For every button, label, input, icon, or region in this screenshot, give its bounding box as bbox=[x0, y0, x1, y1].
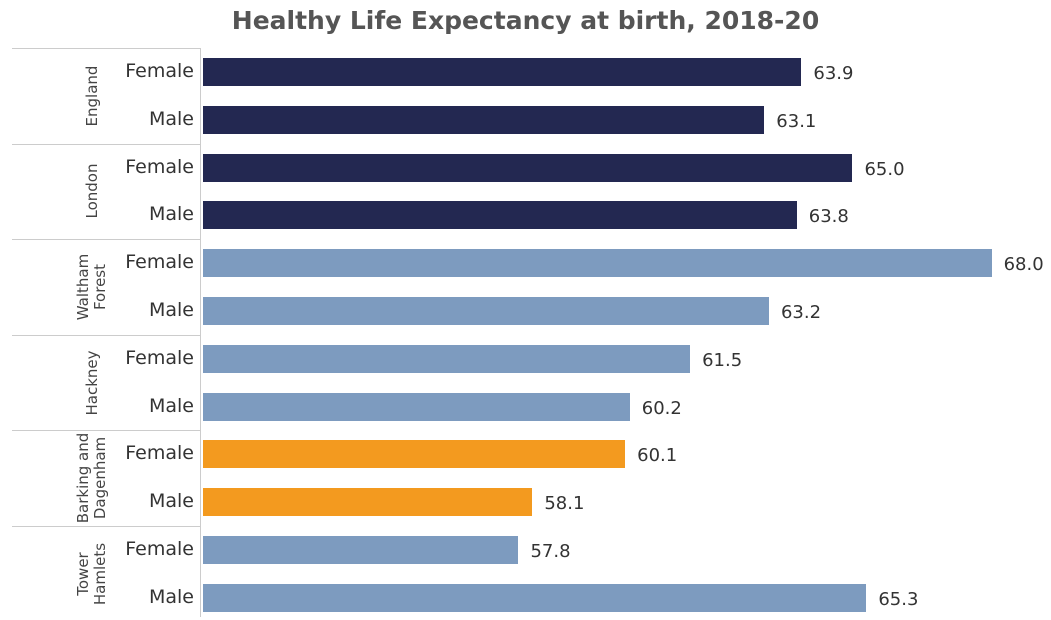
bar bbox=[203, 201, 797, 230]
bar bbox=[203, 392, 630, 421]
value-label: 61.5 bbox=[702, 349, 743, 371]
category-label: Female bbox=[125, 155, 194, 178]
axis-line bbox=[200, 48, 201, 617]
category-label: Female bbox=[125, 59, 194, 82]
value-label: 65.0 bbox=[864, 158, 905, 180]
category-label: Female bbox=[125, 346, 194, 369]
bar bbox=[203, 296, 769, 325]
bar bbox=[203, 344, 691, 373]
value-label: 68.0 bbox=[1003, 254, 1044, 276]
category-label: Female bbox=[125, 251, 194, 274]
bar bbox=[203, 153, 853, 182]
chart-title: Healthy Life Expectancy at birth, 2018-2… bbox=[231, 6, 820, 35]
value-label: 63.1 bbox=[776, 110, 817, 132]
bar bbox=[203, 488, 533, 517]
group-separator bbox=[12, 526, 200, 527]
value-label: 60.2 bbox=[641, 397, 682, 419]
category-label: Male bbox=[148, 394, 194, 417]
group-separator bbox=[12, 334, 200, 336]
group-separator bbox=[12, 48, 200, 49]
category-label: Male bbox=[148, 298, 194, 321]
category-label: Male bbox=[148, 490, 194, 513]
value-label: 60.1 bbox=[637, 445, 678, 467]
category-label: Male bbox=[148, 107, 194, 130]
category-label: Female bbox=[125, 442, 194, 465]
bar bbox=[203, 105, 765, 134]
group-separator bbox=[12, 430, 200, 432]
bar bbox=[203, 57, 802, 86]
group-separator bbox=[12, 143, 200, 145]
bar bbox=[203, 249, 992, 278]
category-label: Male bbox=[148, 585, 194, 608]
bar bbox=[203, 440, 626, 469]
category-label: Male bbox=[148, 203, 194, 226]
value-label: 63.8 bbox=[808, 206, 849, 228]
category-label: Female bbox=[125, 537, 194, 560]
group-separator bbox=[12, 239, 200, 241]
value-label: 58.1 bbox=[544, 493, 585, 515]
value-label: 57.8 bbox=[530, 540, 571, 562]
bar bbox=[203, 535, 519, 564]
value-label: 63.9 bbox=[813, 62, 854, 84]
bar bbox=[203, 583, 867, 612]
value-label: 63.2 bbox=[780, 301, 822, 323]
value-label: 65.3 bbox=[878, 588, 919, 610]
